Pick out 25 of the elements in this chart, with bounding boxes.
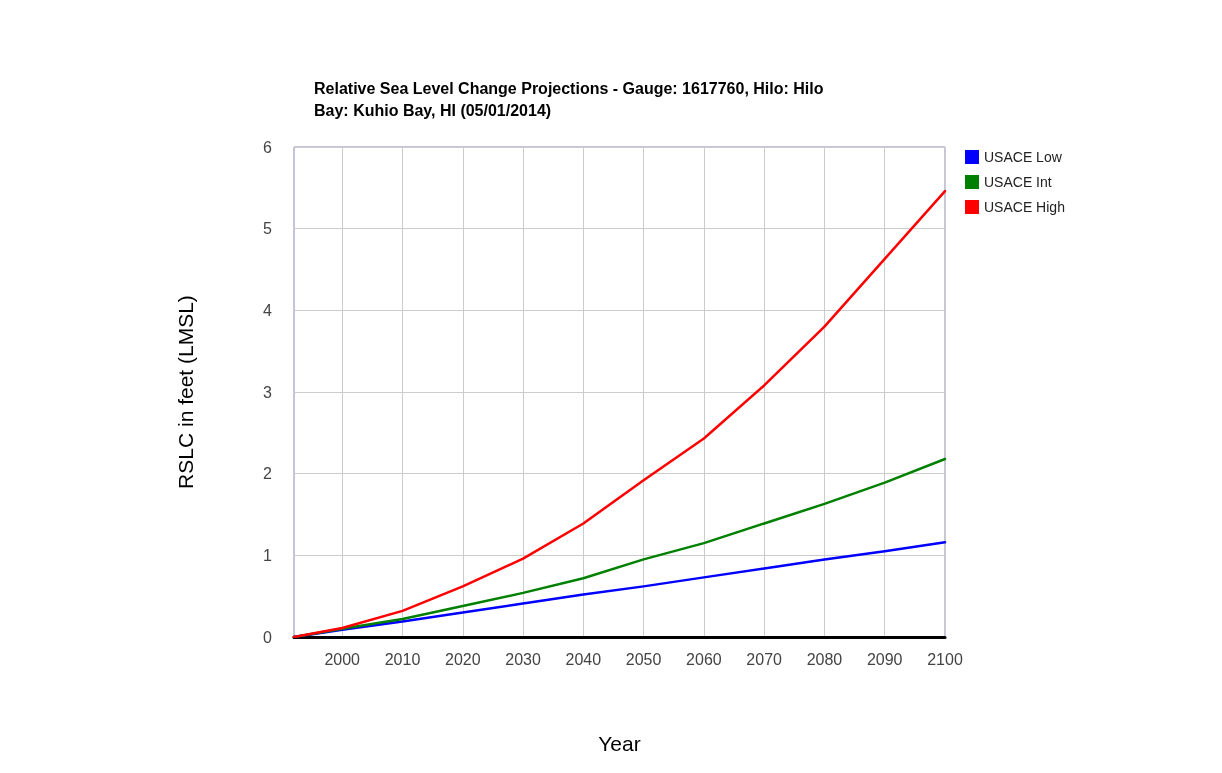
y-tick-label: 0 bbox=[263, 628, 273, 646]
line-series bbox=[292, 189, 947, 639]
x-axis-title: Year bbox=[598, 732, 641, 755]
chart-title: Relative Sea Level Change Projections - Gauge: 1617760, Hilo: Hilo Bay: Kuhio Bay, HI (05/01/2014) bbox=[314, 79, 824, 119]
x-tick-label: 2030 bbox=[505, 650, 541, 668]
x-tick-label: 2090 bbox=[866, 650, 903, 668]
y-tick-label: 1 bbox=[263, 546, 273, 564]
legend-label: USACE High bbox=[984, 199, 1065, 215]
x-tick-label: 2000 bbox=[324, 650, 361, 668]
y-tick-label: 2 bbox=[263, 465, 273, 483]
x-tick-label: 2080 bbox=[806, 650, 843, 668]
y-axis-title: RSLC in feet (LMSL) bbox=[174, 295, 197, 489]
x-tick-label: 2040 bbox=[565, 650, 602, 668]
x-tick-label: 2060 bbox=[686, 650, 722, 668]
x-tick-label: 2070 bbox=[746, 650, 783, 668]
y-tick-label: 3 bbox=[263, 383, 273, 401]
y-tick-label: 5 bbox=[263, 220, 273, 238]
y-tick-label: 6 bbox=[263, 138, 273, 156]
x-tick-label: 2010 bbox=[384, 650, 421, 668]
x-tick-label: 2050 bbox=[625, 650, 662, 668]
x-tick-label: 2100 bbox=[927, 650, 963, 668]
y-tick-label: 4 bbox=[263, 301, 273, 319]
x-tick-label: 2020 bbox=[444, 650, 481, 668]
legend-label: USACE Int bbox=[984, 174, 1052, 190]
legend-label: USACE Low bbox=[984, 149, 1063, 165]
